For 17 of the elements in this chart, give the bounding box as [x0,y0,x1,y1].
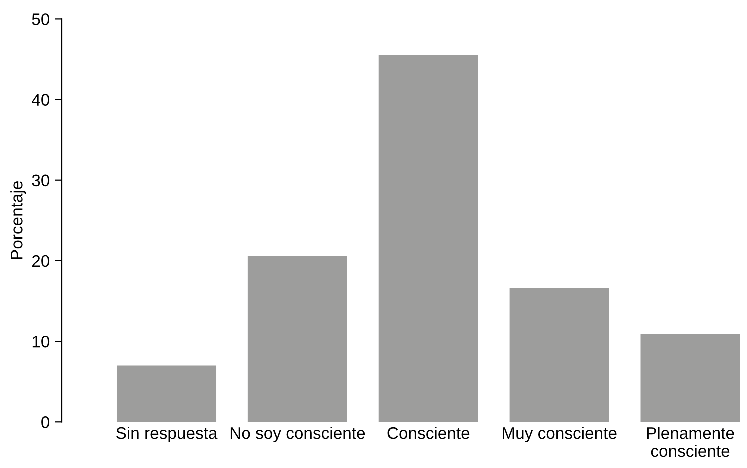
x-tick-label: No soy consciente [230,426,366,443]
bar [116,366,217,422]
bar [248,256,348,422]
bar [640,334,740,422]
bar [378,55,478,422]
x-tick-label: Consciente [388,426,470,440]
y-tick-label: 30 [32,174,50,187]
bar [510,288,610,422]
y-tick-label: 10 [32,336,50,348]
y-tick-label: 40 [32,94,50,106]
y-axis-title: Porcentaje [10,182,26,260]
x-tick-label: Muy consciente [503,426,617,443]
y-tick-label: 50 [32,14,50,26]
x-tick-label: Sin respuesta [116,426,218,443]
y-tick-label: 0 [42,416,50,428]
x-tick-label: Plenamente consciente [647,426,734,458]
y-tick-label: 20 [32,255,50,268]
